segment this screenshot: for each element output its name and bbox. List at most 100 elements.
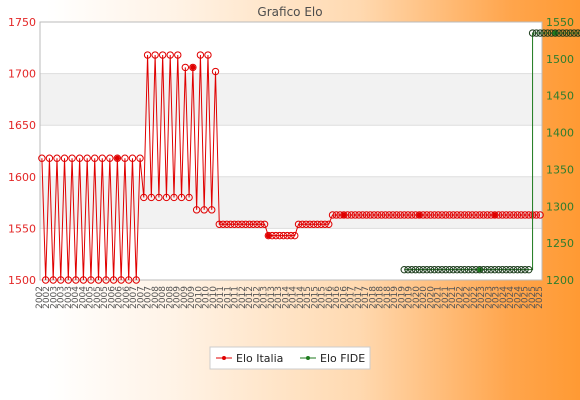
data-point [525,211,533,219]
data-point [396,211,405,219]
x-axis: 2002200220032003200320042004200520052005… [35,286,545,309]
y-left-tick-label: 1750 [8,16,36,29]
legend-fide-marker [306,356,310,360]
data-point [457,211,465,219]
data-point [472,211,480,219]
x-tick-label: 2019 [390,286,400,309]
y-right-tick-label: 1400 [546,127,574,140]
data-point [525,265,533,274]
x-tick-label: 2025 [528,286,538,309]
data-point [536,211,544,219]
x-tick-label: 2012 [252,286,262,309]
data-point [426,211,435,219]
x-tick-label: 2017 [354,286,364,309]
data-point [483,211,491,219]
x-tick-label: 2006 [107,286,117,309]
data-point [483,265,491,274]
data-point [343,211,352,219]
data-point [453,211,461,219]
x-tick-label: 2025 [535,286,545,309]
data-point [83,154,91,162]
data-point [464,211,473,219]
data-point [313,220,322,228]
data-point [506,211,514,219]
y-left-tick-label: 1500 [8,274,36,287]
x-tick-label: 2024 [506,286,516,309]
y-axis-left: 1500 1550 1600 1650 1700 1750 [8,16,36,287]
data-point [264,231,273,240]
data-point [423,211,431,219]
data-point [411,265,420,274]
data-point [464,265,473,274]
data-point [532,211,541,219]
data-point [392,211,401,219]
data-point [562,29,571,37]
data-point [468,265,476,274]
data-point [491,265,499,274]
data-point [434,265,442,274]
data-point [91,154,99,162]
data-point [532,29,541,37]
data-point [185,193,193,202]
x-tick-label: 2023 [492,286,502,309]
data-point [476,211,484,219]
data-point [460,265,469,274]
data-point [325,220,333,228]
data-point [419,211,427,219]
data-point [347,211,356,219]
x-tick-label: 2017 [361,286,371,309]
data-point [445,211,454,219]
data-point [242,220,250,228]
data-point [230,220,239,228]
data-point [438,211,446,219]
data-point [517,265,525,274]
data-point [570,29,578,37]
data-point [260,220,269,228]
data-point [275,231,284,240]
data-point [79,276,88,284]
data-point [272,231,280,240]
data-point [460,211,469,219]
data-point [211,67,220,76]
data-point [494,211,503,219]
x-tick-label: 2023 [484,286,494,309]
data-point [128,154,137,162]
data-point [370,211,378,219]
x-tick-label: 2009 [173,286,183,309]
data-point [366,211,374,219]
data-point [400,211,408,219]
data-point [249,220,257,228]
data-point [404,265,412,274]
data-point [543,29,552,37]
legend-italia-marker [222,356,226,360]
x-tick-label: 2003 [57,286,67,309]
data-point [174,51,182,59]
data-point [415,211,424,219]
data-point [385,211,393,219]
x-tick-label: 2013 [267,286,277,309]
data-point [509,265,518,274]
data-point [374,211,382,219]
y-right-tick-label: 1200 [546,274,574,287]
data-point [302,220,310,228]
x-tick-label: 2015 [318,286,328,309]
data-point [426,265,435,274]
series-elo-fide [400,29,580,274]
data-point [162,193,171,202]
data-point [506,265,514,274]
data-point-highlight [492,212,498,218]
data-point [124,276,133,284]
grid-band [40,73,542,126]
data-point [177,193,186,202]
data-point [408,211,416,219]
data-point [45,154,54,162]
y-left-tick-label: 1650 [8,119,36,132]
data-point [60,154,69,162]
data-point [442,265,450,274]
legend-fide-label: Elo FIDE [320,352,365,365]
data-point [521,265,529,274]
legend-italia-label: Elo Italia [236,352,283,365]
data-point [132,276,140,284]
plot-area [40,22,542,280]
data-point [498,265,507,274]
